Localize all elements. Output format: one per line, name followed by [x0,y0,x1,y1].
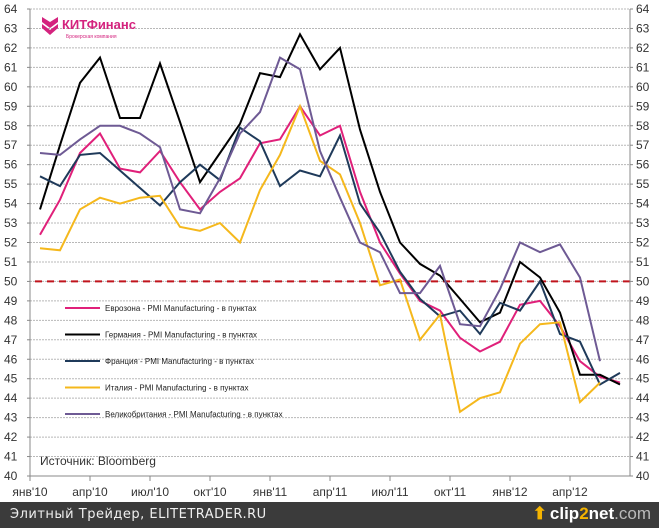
y-tick-label-right: 64 [636,2,650,16]
y-tick-label-right: 62 [636,41,650,55]
y-tick-label-right: 43 [636,411,650,425]
footer-text: Элитный Трейдер, ELITETRADER.RU [10,507,267,522]
x-tick-label: апр'12 [552,485,588,499]
y-tick-label-left: 52 [4,236,18,250]
y-tick-label-left: 61 [4,60,18,74]
y-tick-label-right: 54 [636,197,650,211]
y-tick-label-left: 57 [4,138,18,152]
series-line-2 [39,126,621,386]
y-tick-label-left: 64 [4,2,18,16]
y-tick-label-left: 46 [4,352,18,366]
y-tick-label-right: 46 [636,352,650,366]
x-tick-label: окт'11 [434,485,467,499]
x-tick-label: янв'12 [492,485,527,499]
x-tick-label: янв'11 [253,485,288,499]
x-tick-label: июл'11 [371,485,409,499]
logo-name: КИТФинанс [62,17,136,32]
y-tick-label-left: 42 [4,430,18,444]
watermark-part: .com [614,504,651,523]
y-tick-label-right: 51 [636,255,650,269]
y-tick-label-left: 59 [4,99,18,113]
y-tick-label-right: 47 [636,333,650,347]
y-tick-label-left: 44 [4,391,18,405]
y-tick-label-right: 58 [636,119,650,133]
y-tick-label-right: 53 [636,216,650,230]
y-tick-label-left: 56 [4,158,18,172]
watermark-part: 2 [579,504,589,523]
logo-icon [42,17,58,35]
legend-label-3: Италия - PMI Manufacturing - в пунктах [105,384,248,393]
y-tick-label-right: 45 [636,372,650,386]
y-tick-label-left: 54 [4,197,18,211]
legend-label-2: Франция - PMI Manufacturing - в пунктах [105,357,254,366]
y-tick-label-left: 63 [4,21,18,35]
y-tick-label-right: 63 [636,21,650,35]
upload-arrow-icon: ⬆ [532,504,547,523]
y-tick-label-right: 48 [636,313,650,327]
x-tick-label: июл'10 [131,485,169,499]
y-tick-label-left: 41 [4,450,18,464]
series-line-3 [39,103,601,414]
y-tick-label-left: 58 [4,119,18,133]
y-tick-label-left: 49 [4,294,18,308]
series-line-0 [39,104,621,384]
y-tick-label-right: 41 [636,450,650,464]
watermark-part: net [588,504,615,523]
y-tick-label-right: 44 [636,391,650,405]
legend-label-0: Еврозона - PMI Manufacturing - в пунктах [105,304,256,313]
pmi-line-chart: 40 40 41 41 42 42 43 43 44 44 45 45 46 46 47 47 48 48 49 49… [4,2,650,499]
y-tick-label-right: 40 [636,469,650,483]
source-annotation: Источник: Bloomberg [40,454,156,468]
y-tick-label-left: 55 [4,177,18,191]
y-tick-label-left: 43 [4,411,18,425]
watermark-part: clip [549,504,580,523]
clip2net-watermark: ⬆ clip2net.com [533,504,651,524]
y-tick-label-left: 45 [4,372,18,386]
x-tick-label: апр'10 [72,485,108,499]
y-tick-label-right: 49 [636,294,650,308]
legend-label-4: Великобритания - PMI Manufacturing - в п… [105,410,283,419]
legend-label-1: Германия - PMI Manufacturing - в пунктах [105,331,257,340]
series-line-1 [39,32,621,386]
y-tick-label-right: 61 [636,60,650,74]
logo-subtitle: Брокерская компания [66,34,117,40]
y-tick-label-left: 51 [4,255,18,269]
y-tick-label-left: 53 [4,216,18,230]
footer-bar: Элитный Трейдер, ELITETRADER.RU ⬆ clip2ne… [0,502,659,528]
y-tick-label-left: 47 [4,333,18,347]
y-tick-label-right: 56 [636,158,650,172]
y-tick-label-left: 62 [4,41,18,55]
y-tick-label-left: 60 [4,80,18,94]
y-tick-label-right: 42 [636,430,650,444]
y-tick-label-left: 40 [4,469,18,483]
series-line-4 [39,56,601,362]
y-tick-label-right: 50 [636,274,650,288]
logo: КИТФинанс Брокерская компания [42,17,136,40]
y-tick-label-left: 50 [4,274,18,288]
y-tick-label-right: 60 [636,80,650,94]
x-tick-label: апр'11 [313,485,348,499]
y-tick-label-right: 52 [636,236,650,250]
y-tick-label-right: 59 [636,99,650,113]
y-tick-label-left: 48 [4,313,18,327]
y-tick-label-right: 57 [636,138,650,152]
x-tick-label: окт'10 [193,485,227,499]
y-tick-label-right: 55 [636,177,650,191]
x-tick-label: янв'10 [12,485,47,499]
